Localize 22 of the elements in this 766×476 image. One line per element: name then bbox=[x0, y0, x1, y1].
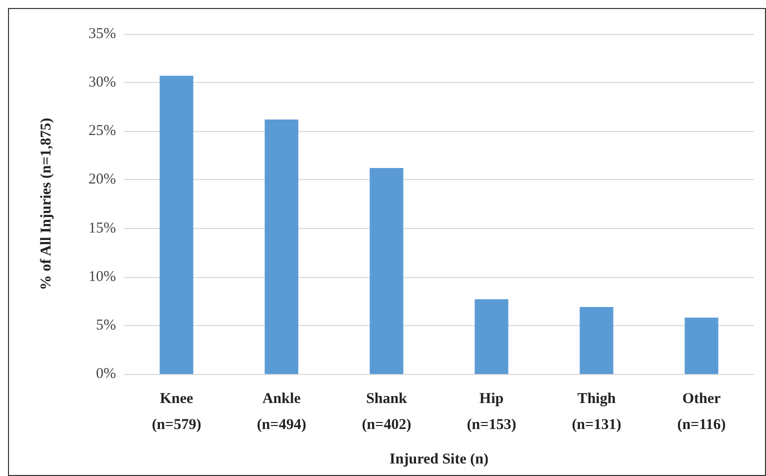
bar bbox=[370, 168, 404, 374]
y-tick-label: 15% bbox=[88, 220, 116, 236]
y-axis-title: % of All Injuries (n=1,875) bbox=[38, 118, 54, 290]
bar bbox=[580, 306, 614, 374]
x-tick-label: Hip (n=153) bbox=[466, 391, 516, 433]
bar bbox=[684, 318, 718, 374]
y-tick-label: 20% bbox=[88, 172, 116, 188]
bar bbox=[474, 299, 508, 374]
y-tick-label: 10% bbox=[88, 268, 116, 285]
y-tick-label: 5% bbox=[96, 317, 116, 334]
x-axis-title: Injured Site (n) bbox=[390, 452, 488, 468]
x-tick-label: Thigh (n=131) bbox=[572, 391, 622, 433]
x-tick-label: Other (n=116) bbox=[677, 391, 726, 433]
y-tick-label: 35% bbox=[88, 26, 116, 42]
y-tick-label: 30% bbox=[88, 74, 116, 91]
bar bbox=[160, 76, 194, 374]
x-tick-label: Shank (n=402) bbox=[362, 391, 412, 433]
y-tick-label: 25% bbox=[88, 123, 116, 140]
x-tick-label: Knee (n=579) bbox=[152, 391, 202, 433]
x-tick-label: Ankle (n=494) bbox=[256, 391, 306, 433]
bar bbox=[264, 119, 298, 374]
y-tick-label: 0% bbox=[96, 366, 116, 382]
